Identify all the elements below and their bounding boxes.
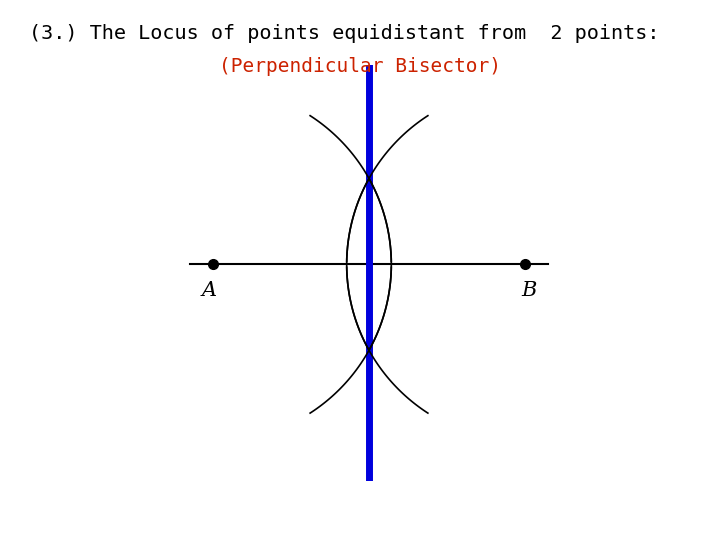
Text: (3.) The Locus of points equidistant from  2 points:: (3.) The Locus of points equidistant fro…: [29, 24, 660, 43]
Text: A: A: [202, 281, 217, 300]
Text: B: B: [521, 281, 537, 300]
Text: (Perpendicular Bisector): (Perpendicular Bisector): [219, 57, 501, 76]
